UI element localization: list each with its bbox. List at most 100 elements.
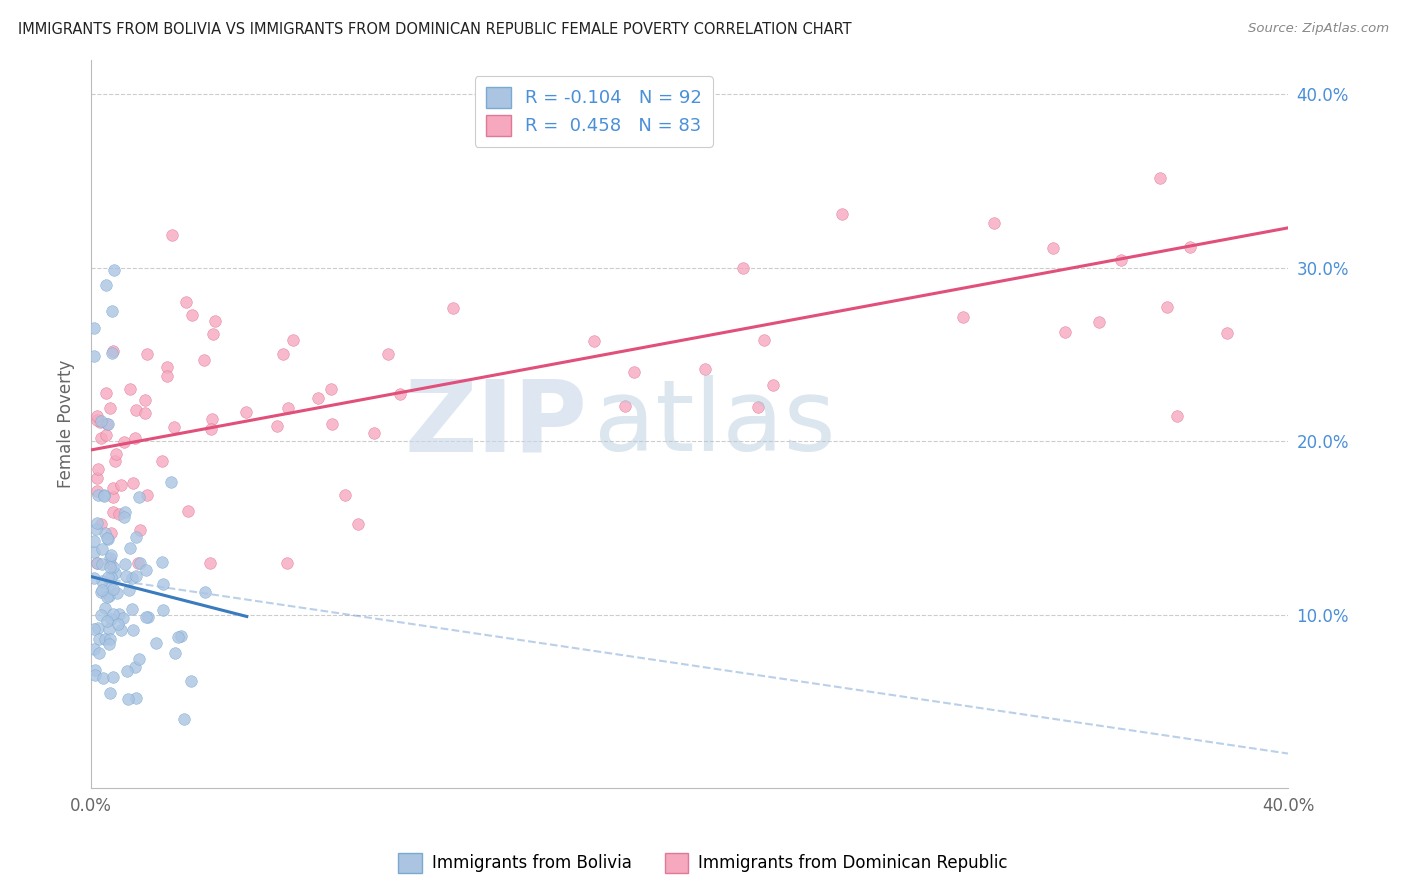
Point: [128, 490, 150, 504]
Point: [114, 557, 136, 571]
Point: [103, 607, 125, 621]
Point: [91, 557, 114, 571]
Point: [89, 416, 111, 430]
Point: [583, 334, 606, 348]
Point: [83, 571, 105, 585]
Point: [101, 481, 124, 495]
Point: [87, 488, 110, 502]
Point: [108, 507, 131, 521]
Point: [87, 632, 110, 646]
Point: [198, 556, 221, 570]
Point: [201, 412, 224, 426]
Point: [693, 362, 716, 376]
Point: [84, 663, 107, 677]
Point: [112, 611, 135, 625]
Text: atlas: atlas: [593, 376, 835, 473]
Point: [177, 504, 200, 518]
Point: [235, 405, 257, 419]
Text: Source: ZipAtlas.com: Source: ZipAtlas.com: [1249, 22, 1389, 36]
Point: [129, 523, 152, 537]
Point: [136, 488, 159, 502]
Point: [150, 555, 173, 569]
Point: [101, 344, 124, 359]
Point: [93, 488, 115, 502]
Point: [731, 261, 754, 276]
Point: [193, 353, 215, 368]
Point: [98, 401, 121, 415]
Point: [83, 642, 105, 657]
Point: [124, 431, 146, 445]
Point: [101, 303, 124, 318]
Point: [83, 622, 105, 636]
Point: [100, 612, 122, 626]
Point: [112, 510, 135, 524]
Legend: Immigrants from Bolivia, Immigrants from Dominican Republic: Immigrants from Bolivia, Immigrants from…: [392, 847, 1014, 880]
Point: [118, 541, 141, 555]
Point: [118, 583, 141, 598]
Point: [152, 576, 174, 591]
Point: [952, 310, 974, 324]
Point: [1088, 315, 1111, 329]
Point: [117, 692, 139, 706]
Point: [121, 602, 143, 616]
Point: [101, 346, 124, 360]
Point: [87, 462, 110, 476]
Point: [128, 652, 150, 666]
Point: [1149, 171, 1171, 186]
Point: [83, 534, 105, 549]
Point: [281, 333, 304, 347]
Point: [90, 607, 112, 622]
Point: [145, 635, 167, 649]
Legend: R = -0.104   N = 92, R =  0.458   N = 83: R = -0.104 N = 92, R = 0.458 N = 83: [475, 76, 713, 146]
Point: [90, 431, 112, 445]
Point: [134, 392, 156, 407]
Point: [110, 478, 132, 492]
Point: [155, 359, 177, 374]
Point: [96, 590, 118, 604]
Point: [319, 382, 342, 396]
Point: [321, 417, 343, 431]
Point: [84, 668, 107, 682]
Point: [100, 525, 122, 540]
Text: IMMIGRANTS FROM BOLIVIA VS IMMIGRANTS FROM DOMINICAN REPUBLIC FEMALE POVERTY COR: IMMIGRANTS FROM BOLIVIA VS IMMIGRANTS FR…: [18, 22, 852, 37]
Point: [762, 378, 785, 392]
Point: [135, 563, 157, 577]
Point: [98, 577, 121, 591]
Point: [831, 207, 853, 221]
Point: [122, 476, 145, 491]
Point: [103, 582, 125, 596]
Point: [115, 664, 138, 678]
Point: [91, 574, 114, 589]
Point: [107, 617, 129, 632]
Point: [180, 673, 202, 688]
Point: [86, 556, 108, 570]
Point: [97, 570, 120, 584]
Point: [96, 615, 118, 629]
Point: [150, 453, 173, 467]
Point: [86, 556, 108, 570]
Point: [1166, 409, 1188, 424]
Text: ZIP: ZIP: [405, 376, 588, 473]
Point: [747, 401, 769, 415]
Point: [103, 504, 125, 518]
Point: [127, 556, 149, 570]
Point: [201, 326, 224, 341]
Point: [104, 566, 127, 581]
Point: [86, 516, 108, 530]
Point: [1109, 252, 1132, 267]
Point: [97, 637, 120, 651]
Point: [83, 545, 105, 559]
Point: [125, 530, 148, 544]
Point: [96, 417, 118, 431]
Point: [101, 491, 124, 505]
Point: [98, 622, 121, 636]
Point: [98, 556, 121, 570]
Point: [114, 569, 136, 583]
Y-axis label: Female Poverty: Female Poverty: [58, 359, 75, 488]
Point: [94, 278, 117, 293]
Point: [84, 522, 107, 536]
Point: [125, 690, 148, 705]
Point: [96, 531, 118, 545]
Point: [90, 542, 112, 557]
Point: [377, 347, 399, 361]
